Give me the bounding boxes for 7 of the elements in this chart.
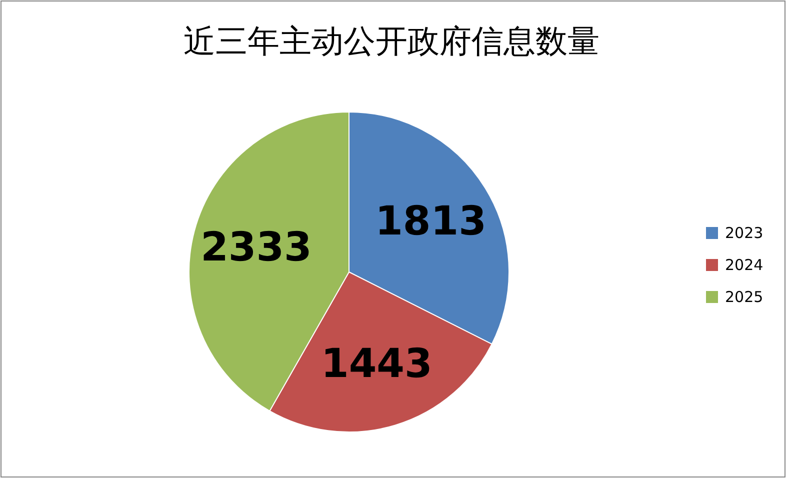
data-label: 1813 [375, 198, 486, 245]
legend-label: 2023 [725, 224, 764, 242]
data-label: 2333 [200, 224, 312, 270]
chart-title: 近三年主动公开政府信息数量 [184, 22, 600, 60]
legend-label: 2024 [725, 256, 764, 274]
data-label: 1443 [321, 340, 432, 387]
legend-label: 2025 [725, 288, 764, 306]
